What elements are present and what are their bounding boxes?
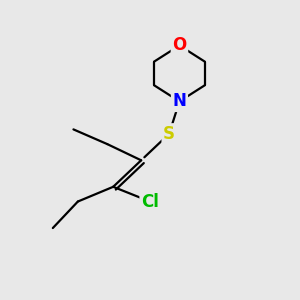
Text: S: S <box>163 125 175 143</box>
Text: O: O <box>172 37 187 55</box>
Text: N: N <box>172 92 186 110</box>
Text: Cl: Cl <box>141 193 159 211</box>
